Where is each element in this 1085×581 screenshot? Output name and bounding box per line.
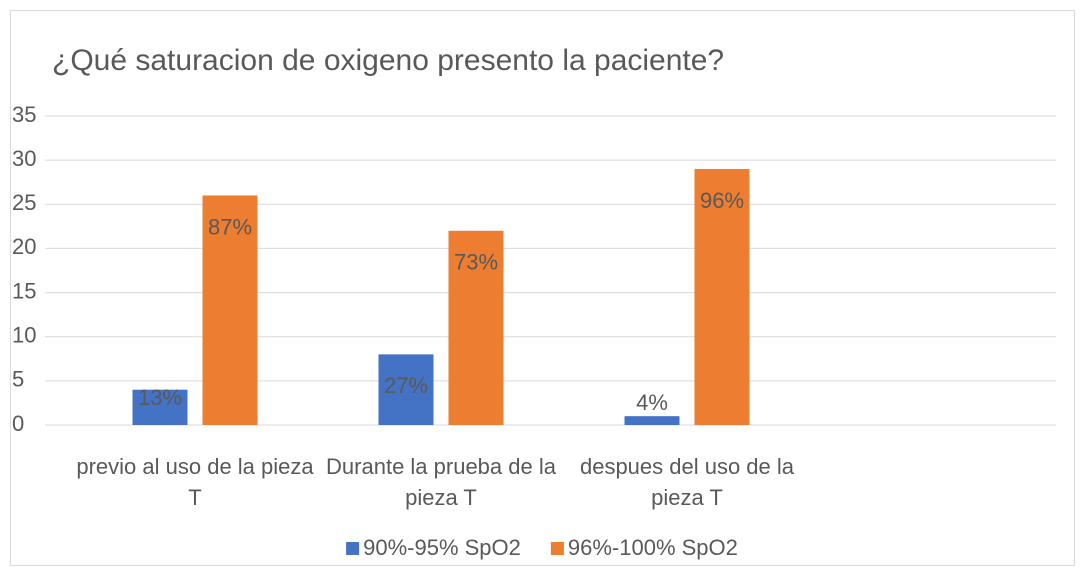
y-tick-label: 15 [12,278,36,303]
y-tick-label: 10 [12,323,36,348]
bar [448,230,504,425]
y-tick-label: 20 [12,234,36,259]
y-tick-label: 35 [12,102,36,127]
data-label: 13% [138,385,182,410]
legend-label: 90%-95% SpO2 [363,535,521,560]
y-tick-label: 30 [12,146,36,171]
x-tick-label: Durante la prueba de la pieza T [326,454,557,510]
data-label: 87% [208,214,252,239]
x-tick-label: previo al uso de la pieza T [76,454,314,510]
chart-title: ¿Qué saturacion de oxigeno presento la p… [52,44,724,77]
y-tick-label: 0 [12,411,24,436]
data-label: 96% [700,188,744,213]
chart-border [10,10,1075,566]
data-label: 73% [454,250,498,275]
legend-label: 96%-100% SpO2 [568,535,738,560]
y-tick-label: 25 [12,190,36,215]
legend-swatch [346,542,360,555]
bar [378,354,434,425]
data-label: 27% [384,373,428,398]
x-tick-label: despues del uso de la pieza T [580,454,795,510]
data-label: 4% [636,390,668,415]
y-tick-label: 5 [12,367,24,392]
bar [624,416,680,425]
bar [132,389,188,425]
legend-swatch [550,542,564,555]
bar [694,168,750,425]
bar [202,195,258,425]
